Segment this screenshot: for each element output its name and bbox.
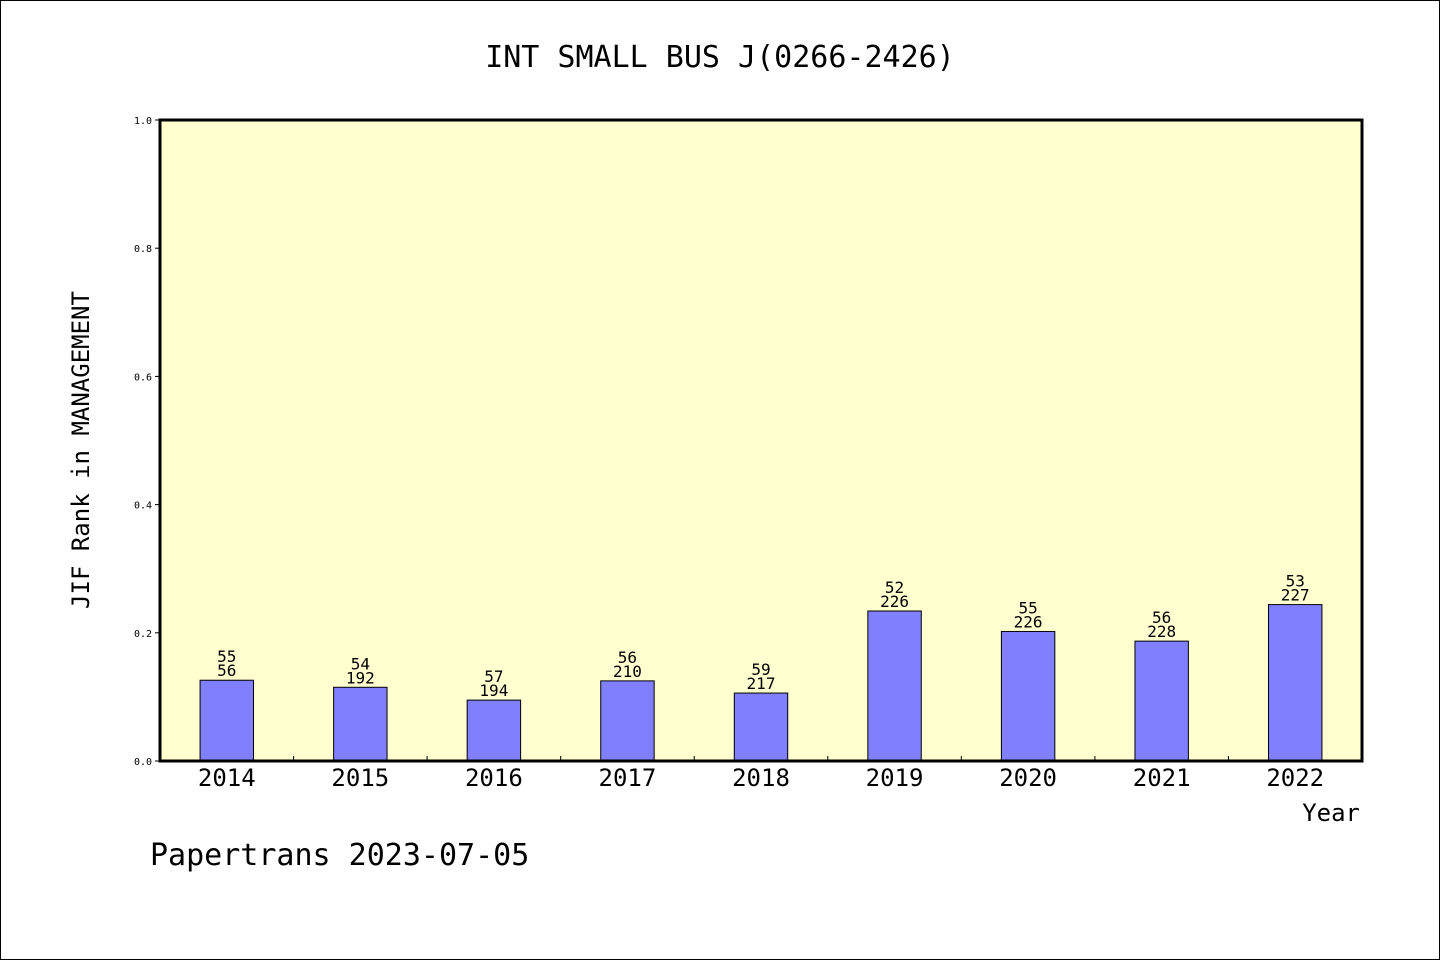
y-tick-label: 0.8: [134, 244, 152, 255]
bar-label-rank: 55: [217, 647, 236, 666]
bar-2014: [199, 679, 254, 762]
footer-credit: Papertrans 2023-07-05: [150, 838, 529, 873]
bar-label-total: 227: [1281, 586, 1310, 605]
y-tick-label: 0.0: [134, 757, 152, 768]
bar-2022: [1268, 604, 1323, 762]
x-tick-label: 2015: [331, 764, 389, 792]
bar-label-rank: 54: [351, 654, 370, 673]
y-axis-title: JIF Rank in MANAGEMENT: [67, 291, 95, 609]
x-tick-label: 2022: [1266, 764, 1324, 792]
bar-label-total: 210: [613, 662, 642, 681]
x-tick-label: 2014: [198, 764, 256, 792]
bar-2020: [1000, 631, 1056, 762]
y-tick-label: 0.6: [134, 372, 152, 383]
bar-label-rank: 55: [1018, 599, 1037, 618]
bar-label-rank: 52: [885, 578, 904, 597]
bar-label-rank: 56: [1152, 608, 1171, 627]
y-axis-ticks: 0.0 0.2 0.4 0.6 0.8 1.0: [134, 116, 160, 768]
y-tick-label: 0.2: [134, 629, 152, 640]
bar-label-rank: 57: [484, 667, 503, 686]
bar-label-total: 228: [1147, 622, 1176, 641]
x-tick-label: 2018: [732, 764, 790, 792]
bar-label-total: 226: [880, 592, 909, 611]
chart-title: INT SMALL BUS J(0266-2426): [485, 40, 955, 75]
x-axis-ticks: 2014 2015 2016 2017 2018 2019 2020 2021 2022: [198, 756, 1324, 792]
bar-2019: [867, 610, 922, 762]
x-tick-label: 2017: [599, 764, 657, 792]
x-tick-label: 2016: [465, 764, 523, 792]
bar-2015: [333, 686, 388, 762]
x-axis-title: Year: [1302, 799, 1360, 827]
y-tick-label: 1.0: [134, 116, 152, 127]
bar-label-rank: 56: [618, 648, 637, 667]
bar-label-total: 226: [1014, 613, 1043, 632]
bar-2018: [733, 692, 789, 762]
bar-label-total: 194: [479, 681, 508, 700]
bar-2017: [600, 680, 655, 762]
bar-label-rank: 59: [751, 660, 770, 679]
bar-label-total: 56: [217, 661, 236, 680]
plot-border: [158, 118, 1364, 763]
x-tick-label: 2021: [1133, 764, 1191, 792]
bar-2021: [1134, 640, 1189, 762]
x-tick-label: 2020: [999, 764, 1057, 792]
bar-label-total: 217: [747, 674, 776, 693]
bar-2016: [466, 699, 522, 762]
x-tick-label: 2019: [866, 764, 924, 792]
bar-label-rank: 53: [1286, 572, 1305, 591]
bar-label-total: 192: [346, 668, 375, 687]
y-tick-label: 0.4: [134, 501, 152, 512]
